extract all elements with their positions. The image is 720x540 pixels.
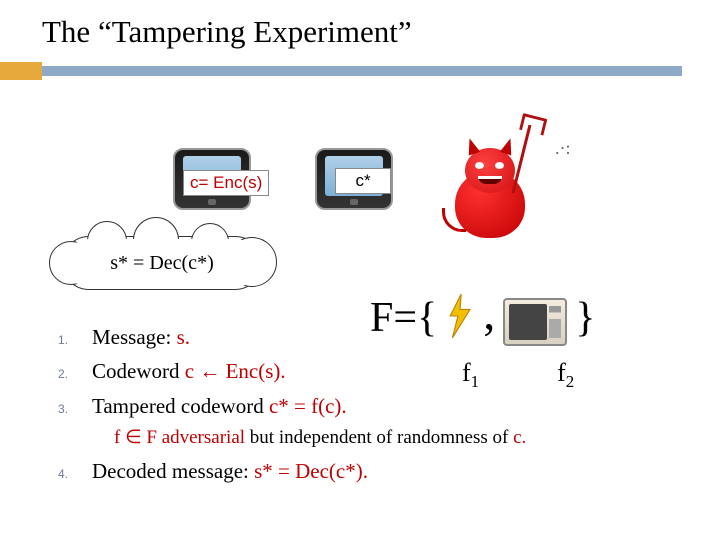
diagram-region: c= Enc(s) c* .·:: [0, 130, 720, 230]
list-text: Decoded message: s* = Dec(c*).: [92, 456, 698, 486]
list-note: f ∈ F adversarial but independent of ran…: [58, 425, 698, 452]
list-item: 4. Decoded message: s* = Dec(c*).: [58, 456, 698, 486]
cloud-text: s* = Dec(c*): [65, 239, 259, 287]
accent-bar: [42, 66, 682, 76]
sparkle-icon: .·:: [555, 138, 571, 159]
cstar-label: c*: [335, 168, 391, 194]
accent-block: [0, 62, 42, 80]
steps-list: 1. Message: s. 2. Codeword c ← Enc(s). 3…: [58, 322, 698, 490]
list-number: 1.: [58, 324, 92, 349]
list-text: Tampered codeword c* = f(c).: [92, 391, 698, 421]
list-number: 3.: [58, 393, 92, 418]
list-item: 3. Tampered codeword c* = f(c).: [58, 391, 698, 421]
title-region: The “Tampering Experiment”: [0, 0, 720, 50]
list-text: Message: s.: [92, 322, 698, 352]
list-item: 2. Codeword c ← Enc(s).: [58, 356, 698, 386]
list-number: 4.: [58, 458, 92, 483]
list-number: 2.: [58, 358, 92, 383]
devil-icon: [430, 130, 550, 250]
slide-title: The “Tampering Experiment”: [42, 14, 720, 50]
cloud-callout: s* = Dec(c*): [62, 236, 262, 290]
list-text: Codeword c ← Enc(s).: [92, 356, 698, 386]
list-item: 1. Message: s.: [58, 322, 698, 352]
enc-label: c= Enc(s): [183, 170, 269, 196]
